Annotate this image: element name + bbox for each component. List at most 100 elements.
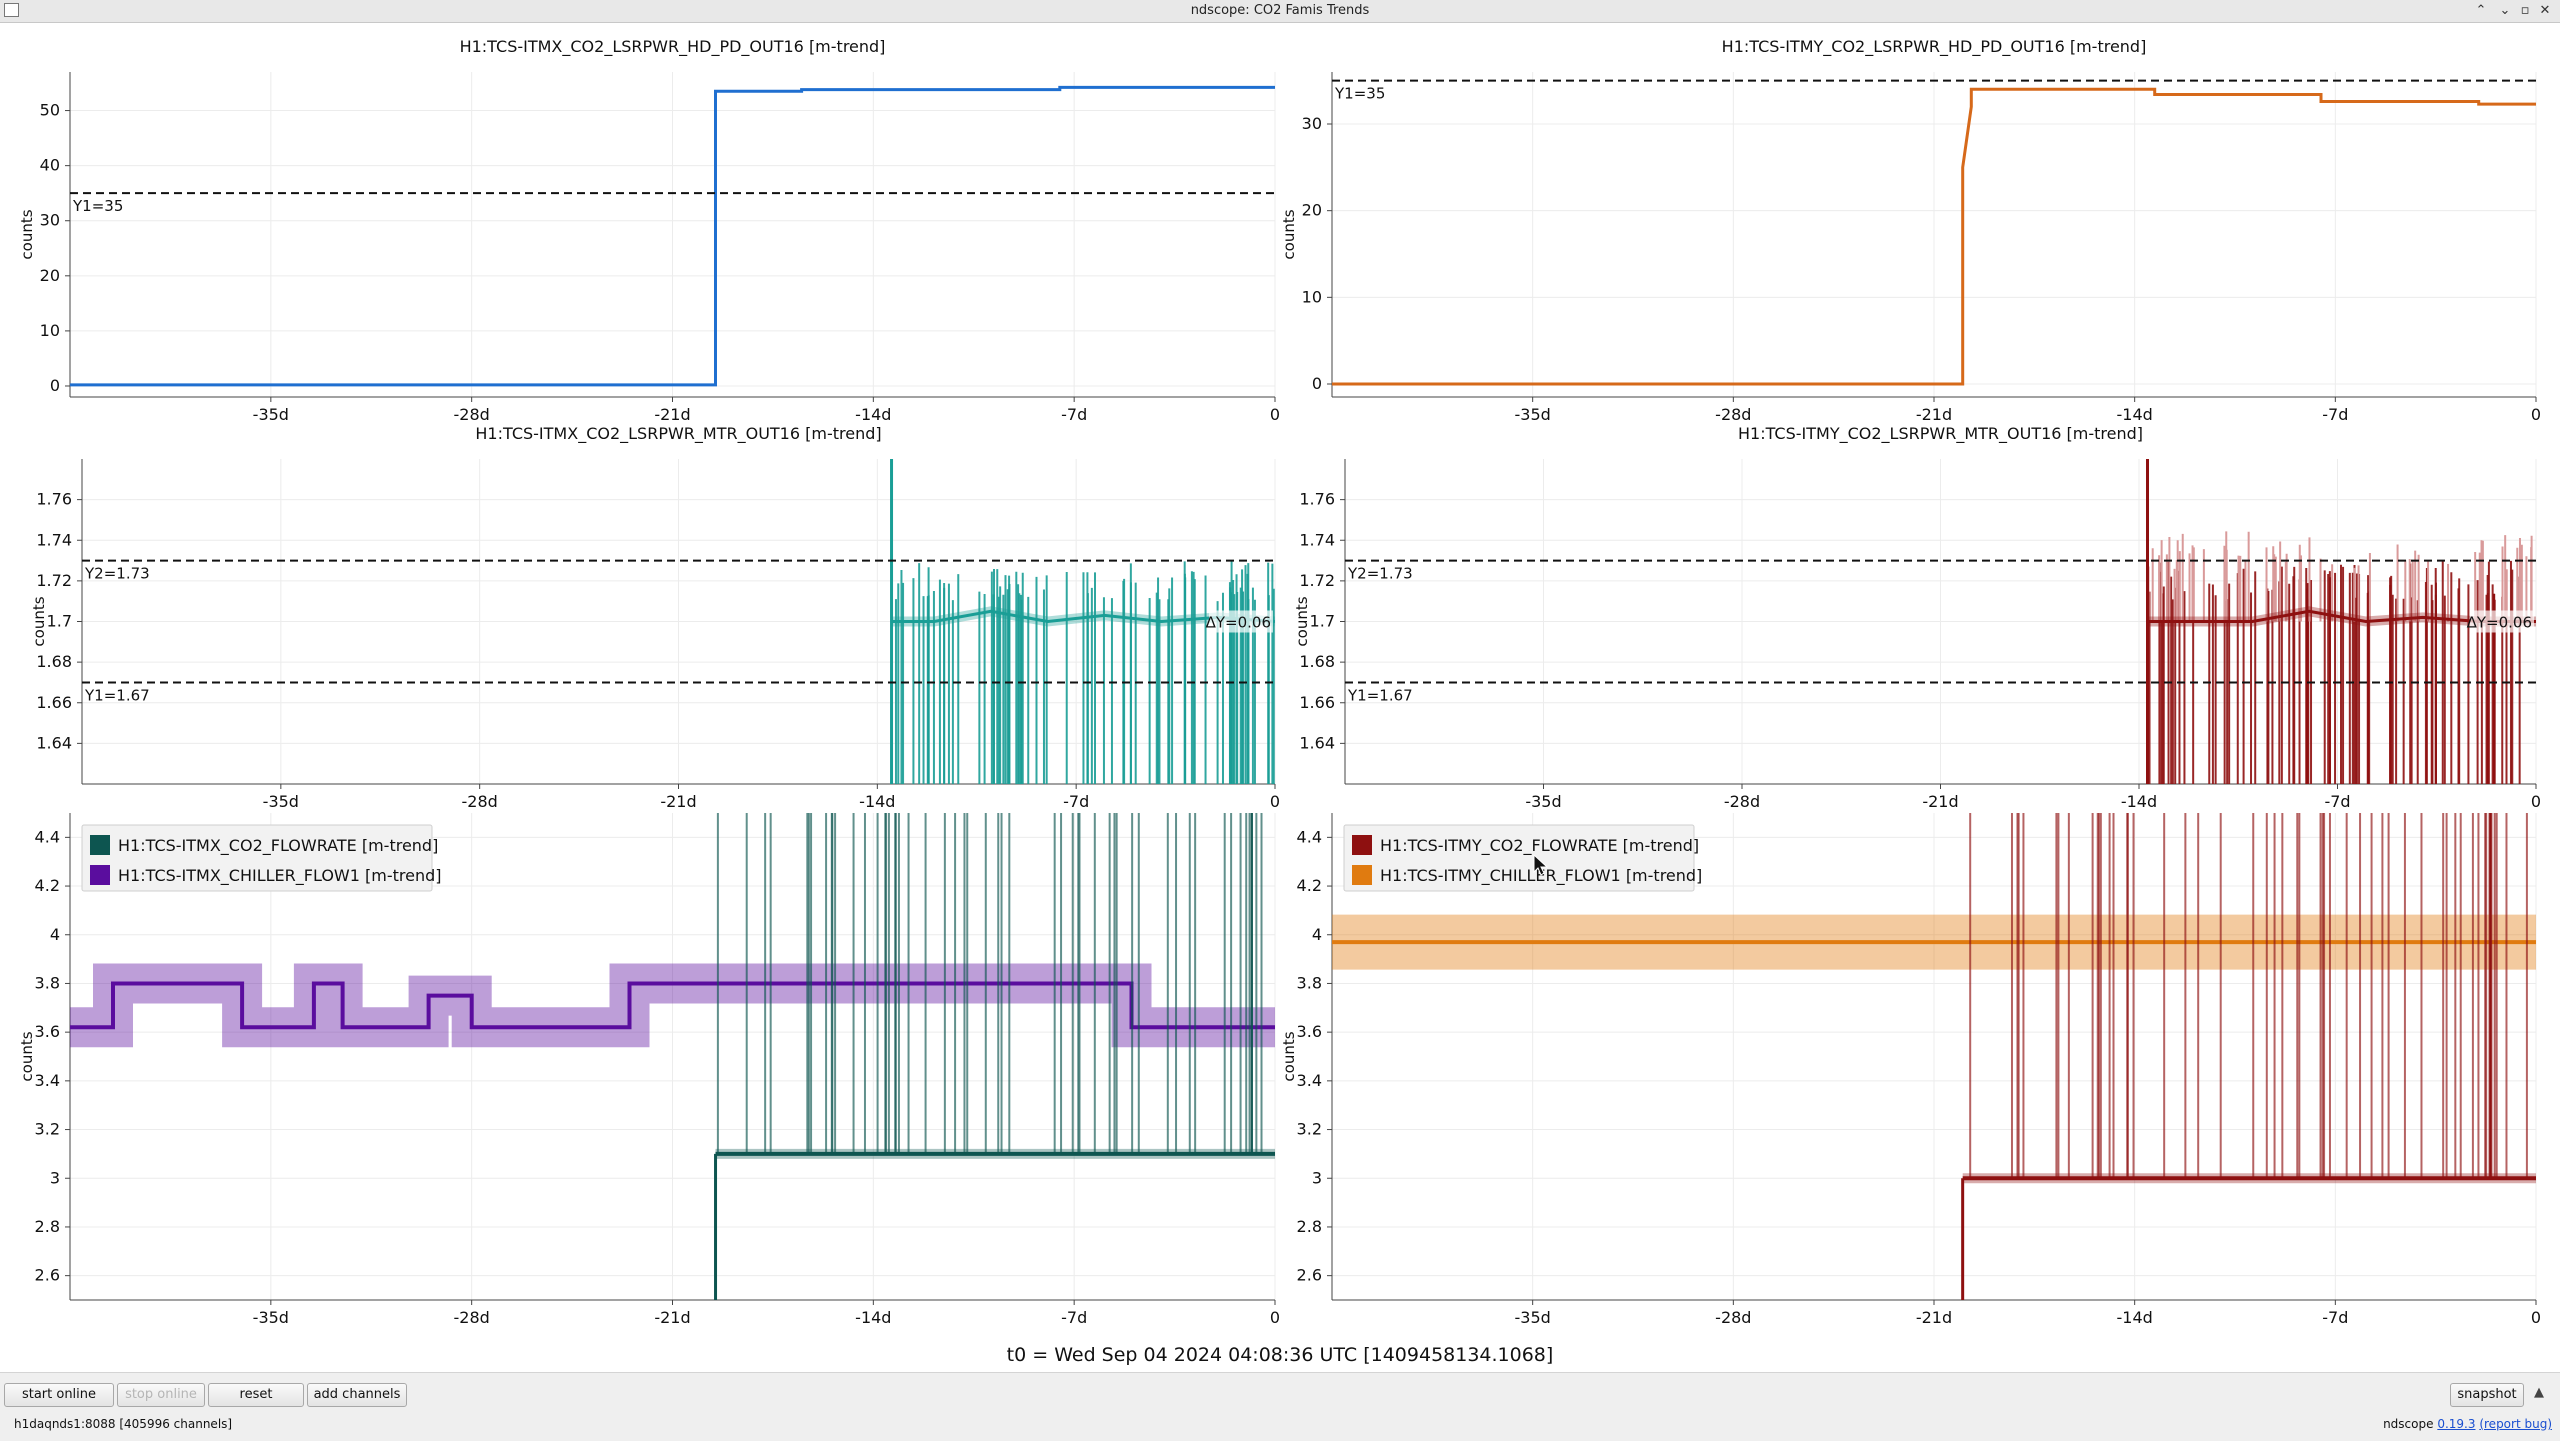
y-tick-label: 2.6 [35, 1266, 60, 1285]
y-tick-label: 20 [1302, 201, 1322, 220]
series-line [1332, 87, 2536, 386]
stop-online-button[interactable]: stop online [117, 1383, 205, 1407]
plot-itmy_flow[interactable]: 2.6 2.8 3 3.2 3.4 3.6 3.8 4 4.2 4.4 -35d -28d -21d -1… [1280, 813, 2541, 1327]
x-tick-label: -7d [1061, 405, 1087, 424]
plot-data [1332, 813, 2536, 1300]
t0-label: t0 = Wed Sep 04 2024 04:08:36 UTC [14094… [1007, 1344, 1554, 1366]
y-tick-label: 1.74 [36, 530, 72, 549]
y-tick-label: 1.7 [1310, 612, 1335, 631]
y-tick-label: 3.6 [1297, 1022, 1322, 1041]
server-status: h1daqnds1:8088 [405996 channels] [14, 1417, 232, 1431]
cursor-label: Y2=1.73 [1347, 565, 1413, 583]
window-title: ndscope: CO2 Famis Trends [1190, 3, 1370, 18]
y-tick-label: 1.7 [47, 612, 72, 631]
x-tick-label: -35d [1515, 1308, 1551, 1327]
delta-label: ΔY=0.06 [2467, 614, 2532, 632]
reset-button[interactable]: reset [208, 1383, 304, 1407]
report-bug-link[interactable]: (report bug) [2479, 1417, 2552, 1431]
y-tick-label: 3.8 [35, 973, 60, 992]
y-tick-label: 10 [40, 321, 60, 340]
y-tick-label: 4.4 [35, 827, 60, 846]
cursor-label: Y1=35 [1334, 85, 1385, 103]
maximize-icon[interactable]: ▫ [2520, 3, 2530, 18]
plot-itmx_pd[interactable]: 0 10 20 30 40 50 -35d -28d -21d -14d -7d 0 counts H1:… [18, 37, 1280, 424]
app-icon [4, 3, 19, 17]
legend-swatch [90, 865, 110, 885]
y-tick-label: 1.64 [36, 733, 72, 752]
y-tick-label: 30 [40, 211, 60, 230]
cursor-label: Y2=1.73 [84, 565, 150, 583]
y-axis-label: counts [18, 209, 36, 259]
version-link[interactable]: 0.19.3 [2437, 1417, 2476, 1431]
x-tick-label: -21d [654, 1308, 690, 1327]
collapse-arrow-icon[interactable]: ▲ [2534, 1385, 2544, 1400]
x-tick-label: -21d [1916, 405, 1952, 424]
y-tick-label: 3.4 [35, 1071, 60, 1090]
plot-itmx_mtr[interactable]: 1.64 1.66 1.68 1.7 1.72 1.74 1.76 -35d -28d -21d -… [30, 424, 1280, 811]
x-tick-label: -7d [1061, 1308, 1087, 1327]
x-tick-label: -7d [2322, 405, 2348, 424]
x-tick-label: -14d [855, 405, 891, 424]
x-tick-label: -35d [1525, 792, 1561, 811]
control-bar: start online stop online reset add chann… [0, 1372, 2560, 1441]
y-tick-label: 2.8 [1297, 1217, 1322, 1236]
x-tick-label: 0 [1270, 792, 1280, 811]
plot-itmx_flow[interactable]: 2.6 2.8 3 3.2 3.4 3.6 3.8 4 4.2 4.4 -35d -28d -21d -1… [18, 813, 1280, 1327]
legend-swatch [1352, 835, 1372, 855]
add-channels-button[interactable]: add channels [307, 1383, 407, 1407]
series-line [70, 85, 1275, 387]
channel-count: [405996 channels] [119, 1417, 233, 1431]
legend-entry: H1:TCS-ITMY_CHILLER_FLOW1 [m-trend] [1380, 866, 1702, 886]
y-tick-label: 3.2 [35, 1120, 60, 1139]
x-tick-label: -28d [454, 405, 490, 424]
legend-swatch [90, 835, 110, 855]
y-tick-label: 4.4 [1297, 827, 1322, 846]
y-tick-label: 3 [50, 1168, 60, 1187]
minimize-icon[interactable]: ⌄ [2499, 3, 2511, 18]
plot-itmy_pd[interactable]: 0 10 20 30 -35d -28d -21d -14d -7d 0 counts H1:TCS-… [1280, 37, 2541, 424]
plot-data [1332, 87, 2536, 386]
y-tick-label: 2.6 [1297, 1266, 1322, 1285]
x-tick-label: -35d [263, 792, 299, 811]
x-tick-label: -28d [1715, 405, 1751, 424]
plot-title: H1:TCS-ITMX_CO2_LSRPWR_MTR_OUT16 [m-tren… [475, 424, 881, 444]
y-axis-label: counts [1293, 596, 1311, 646]
close-icon[interactable]: ✕ [2539, 3, 2551, 18]
y-tick-label: 4 [50, 925, 60, 944]
legend-entry: H1:TCS-ITMX_CO2_FLOWRATE [m-trend] [118, 836, 438, 856]
cursor-label: Y1=1.67 [84, 686, 150, 704]
x-tick-label: -14d [2117, 1308, 2153, 1327]
x-tick-label: 0 [1270, 405, 1280, 424]
window-titlebar: ndscope: CO2 Famis Trends ⌃ ⌄ ▫ ✕ [0, 0, 2560, 23]
series-line [2147, 609, 2536, 624]
y-tick-label: 1.66 [1299, 693, 1335, 712]
y-tick-label: 1.72 [36, 571, 72, 590]
x-tick-label: -14d [2117, 405, 2153, 424]
y-tick-label: 3 [1312, 1168, 1322, 1187]
y-tick-label: 50 [40, 101, 60, 120]
shade-icon[interactable]: ⌃ [2475, 3, 2487, 18]
legend-swatch [1352, 865, 1372, 885]
x-tick-label: -14d [859, 792, 895, 811]
y-tick-label: 40 [40, 156, 60, 175]
y-tick-label: 0 [1312, 374, 1322, 393]
mouse-pointer-icon [1533, 853, 1549, 876]
plot-data [70, 813, 1275, 1300]
legend-box [81, 824, 433, 892]
y-tick-label: 2.8 [35, 1217, 60, 1236]
y-tick-label: 1.76 [1299, 490, 1335, 509]
start-online-button[interactable]: start online [4, 1383, 114, 1407]
y-tick-label: 3.8 [1297, 973, 1322, 992]
plot-itmy_mtr[interactable]: 1.64 1.66 1.68 1.7 1.72 1.74 1.76 -35d -28d -21d -… [1293, 424, 2541, 811]
x-tick-label: -28d [1715, 1308, 1751, 1327]
y-tick-label: 1.68 [36, 652, 72, 671]
x-tick-label: -35d [253, 1308, 289, 1327]
x-tick-label: -28d [462, 792, 498, 811]
y-tick-label: 0 [50, 376, 60, 395]
x-tick-label: -28d [454, 1308, 490, 1327]
plot-title: H1:TCS-ITMY_CO2_LSRPWR_HD_PD_OUT16 [m-tr… [1722, 37, 2147, 57]
x-tick-label: 0 [2531, 792, 2541, 811]
legend-entry: H1:TCS-ITMY_CO2_FLOWRATE [m-trend] [1380, 836, 1699, 856]
snapshot-button[interactable]: snapshot [2450, 1383, 2524, 1407]
